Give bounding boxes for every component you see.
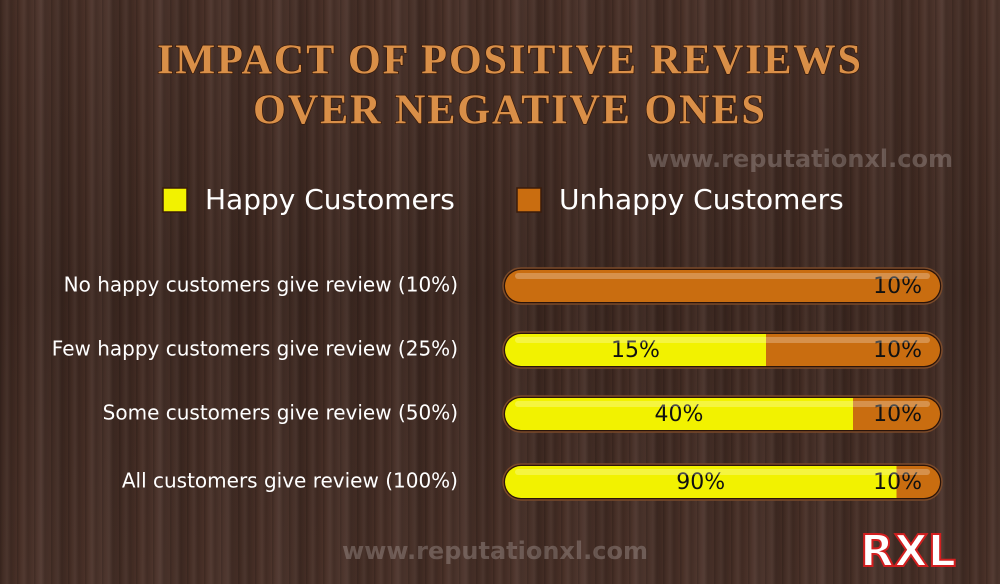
category-label: No happy customers give review (10%) bbox=[64, 273, 458, 297]
bar-shine bbox=[515, 273, 930, 279]
category-label: All customers give review (100%) bbox=[122, 469, 458, 493]
chart-title: IMPACT OF POSITIVE REVIEWS bbox=[157, 38, 863, 84]
watermark: www.reputationxl.com bbox=[342, 537, 648, 565]
value-label: 15% bbox=[611, 338, 660, 363]
legend-swatch bbox=[162, 187, 188, 213]
value-label: 10% bbox=[873, 402, 922, 427]
bar-shine bbox=[515, 469, 930, 475]
bar-segment bbox=[896, 466, 940, 498]
value-label: 10% bbox=[873, 274, 922, 299]
value-label: 40% bbox=[655, 402, 704, 427]
bar-segment bbox=[766, 334, 940, 366]
bar-shine bbox=[515, 401, 930, 407]
chart-title: OVER NEGATIVE ONES bbox=[253, 88, 767, 134]
bar-shine bbox=[515, 337, 930, 343]
legend-label: Happy Customers bbox=[205, 183, 455, 216]
legend-label: Unhappy Customers bbox=[559, 183, 844, 216]
value-label: 90% bbox=[676, 470, 725, 495]
bar-segment bbox=[853, 398, 940, 430]
bar-segment bbox=[505, 334, 766, 366]
category-label: Some customers give review (50%) bbox=[103, 401, 458, 425]
bar-segment bbox=[505, 466, 897, 498]
category-label: Few happy customers give review (25%) bbox=[52, 337, 458, 361]
value-label: 10% bbox=[873, 338, 922, 363]
logo: RXL bbox=[860, 526, 956, 577]
legend-swatch bbox=[516, 187, 542, 213]
value-label: 10% bbox=[873, 470, 922, 495]
watermark: www.reputationxl.com bbox=[647, 145, 953, 173]
bar-segment bbox=[505, 270, 940, 302]
bar-segment bbox=[505, 398, 853, 430]
